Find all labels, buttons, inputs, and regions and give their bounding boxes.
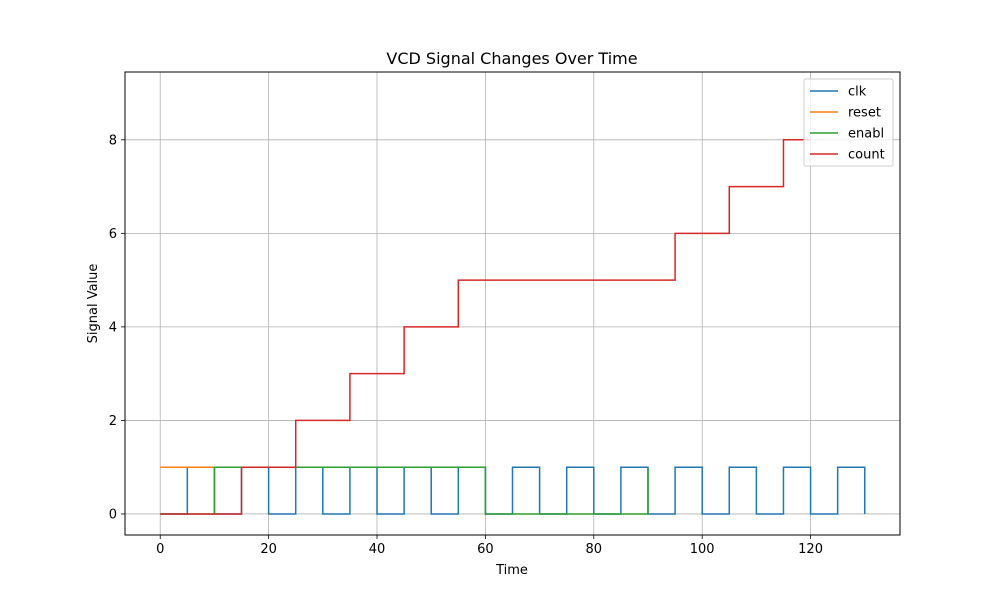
- y-tick-label: 2: [109, 414, 117, 429]
- plot-frame: [124, 71, 901, 536]
- legend: clk reset enabl count: [803, 78, 894, 167]
- y-tick-label: 6: [109, 227, 117, 242]
- series-line-clk: [160, 466, 866, 515]
- legend-box: [803, 78, 894, 167]
- legend-label-count: count: [848, 148, 885, 163]
- legend-label-clk: clk: [848, 85, 867, 100]
- x-tick-label: 80: [586, 542, 603, 557]
- x-tick-label: 100: [690, 542, 715, 557]
- grid: [125, 72, 900, 535]
- y-axis-label: Signal Value: [86, 264, 101, 344]
- y-tick-label: 8: [109, 133, 117, 148]
- series-line-count: [160, 139, 811, 515]
- x-tick-label: 20: [260, 542, 277, 557]
- axis-ticks: 0 20 40 60 80 100 120 0 2 4 6 8: [109, 133, 823, 557]
- legend-items: clk reset enabl count: [810, 85, 885, 163]
- x-axis-label: Time: [495, 563, 528, 578]
- legend-label-enabl: enabl: [848, 127, 884, 142]
- legend-label-reset: reset: [848, 106, 881, 121]
- chart-title: VCD Signal Changes Over Time: [386, 49, 637, 68]
- y-tick-label: 0: [109, 507, 117, 522]
- series-lines: [160, 139, 866, 515]
- y-tick-label: 4: [109, 320, 117, 335]
- x-tick-label: 120: [798, 542, 823, 557]
- x-tick-label: 60: [477, 542, 494, 557]
- x-tick-label: 0: [156, 542, 164, 557]
- x-tick-label: 40: [369, 542, 386, 557]
